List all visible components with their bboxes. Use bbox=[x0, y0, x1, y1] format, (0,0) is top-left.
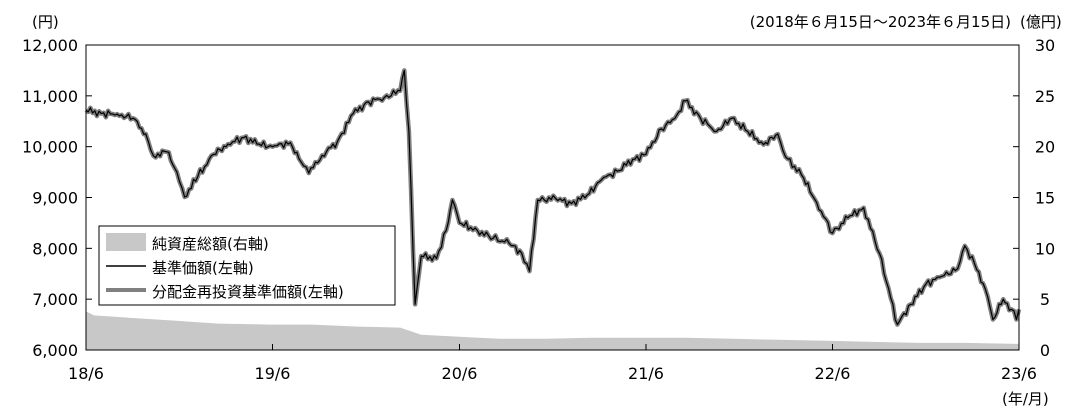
left-axis-tick-label: 6,000 bbox=[32, 341, 78, 360]
nav-line bbox=[85, 69, 1020, 326]
x-axis-tick-label: 20/6 bbox=[442, 364, 478, 383]
left-axis-tick-label: 11,000 bbox=[22, 87, 78, 106]
x-axis-tick-label: 22/6 bbox=[815, 364, 851, 383]
right-axis-tick-label: 0 bbox=[1040, 341, 1050, 360]
right-axis-tick-label: 20 bbox=[1035, 138, 1055, 157]
x-axis-unit: (年/月) bbox=[1002, 390, 1049, 408]
legend-label-nav: 基準価額(左軸) bbox=[152, 259, 254, 277]
x-axis-tick-label: 21/6 bbox=[628, 364, 664, 383]
left-axis-tick-label: 9,000 bbox=[32, 189, 78, 208]
legend-box bbox=[98, 225, 396, 306]
right-axis-tick-label: 10 bbox=[1035, 239, 1055, 258]
left-axis-tick-label: 8,000 bbox=[32, 239, 78, 258]
right-axis-unit: (億円) bbox=[1020, 13, 1062, 31]
legend-label-net-assets: 純資産総額(右軸) bbox=[152, 235, 269, 253]
right-axis-tick-label: 30 bbox=[1035, 36, 1055, 55]
x-axis-tick-label: 18/6 bbox=[68, 364, 104, 383]
right-axis-tick-label: 15 bbox=[1035, 189, 1055, 208]
left-axis-unit: (円) bbox=[32, 13, 59, 31]
date-range-label: (2018年６月15日～2023年６月15日) bbox=[749, 13, 1011, 31]
left-axis-tick-label: 7,000 bbox=[32, 290, 78, 309]
legend-swatch-area bbox=[106, 233, 146, 251]
net-assets-area-layer bbox=[86, 311, 1019, 350]
nav-line-layer bbox=[84, 68, 1022, 327]
right-axis-tick-label: 25 bbox=[1035, 87, 1055, 106]
left-axis-tick-label: 12,000 bbox=[22, 36, 78, 55]
x-axis-tick-label: 19/6 bbox=[255, 364, 291, 383]
legend-label-reinvested-nav: 分配金再投資基準価額(左軸) bbox=[152, 283, 344, 301]
right-axis-tick-label: 5 bbox=[1040, 290, 1050, 309]
left-axis-tick-label: 10,000 bbox=[22, 138, 78, 157]
net-assets-area bbox=[86, 311, 1019, 350]
axis-ticks: 6,000 7,000 8,000 9,000 10,000 11,000 12,000 0 5… bbox=[22, 36, 1055, 383]
x-axis-tick-label: 23/6 bbox=[1001, 364, 1037, 383]
